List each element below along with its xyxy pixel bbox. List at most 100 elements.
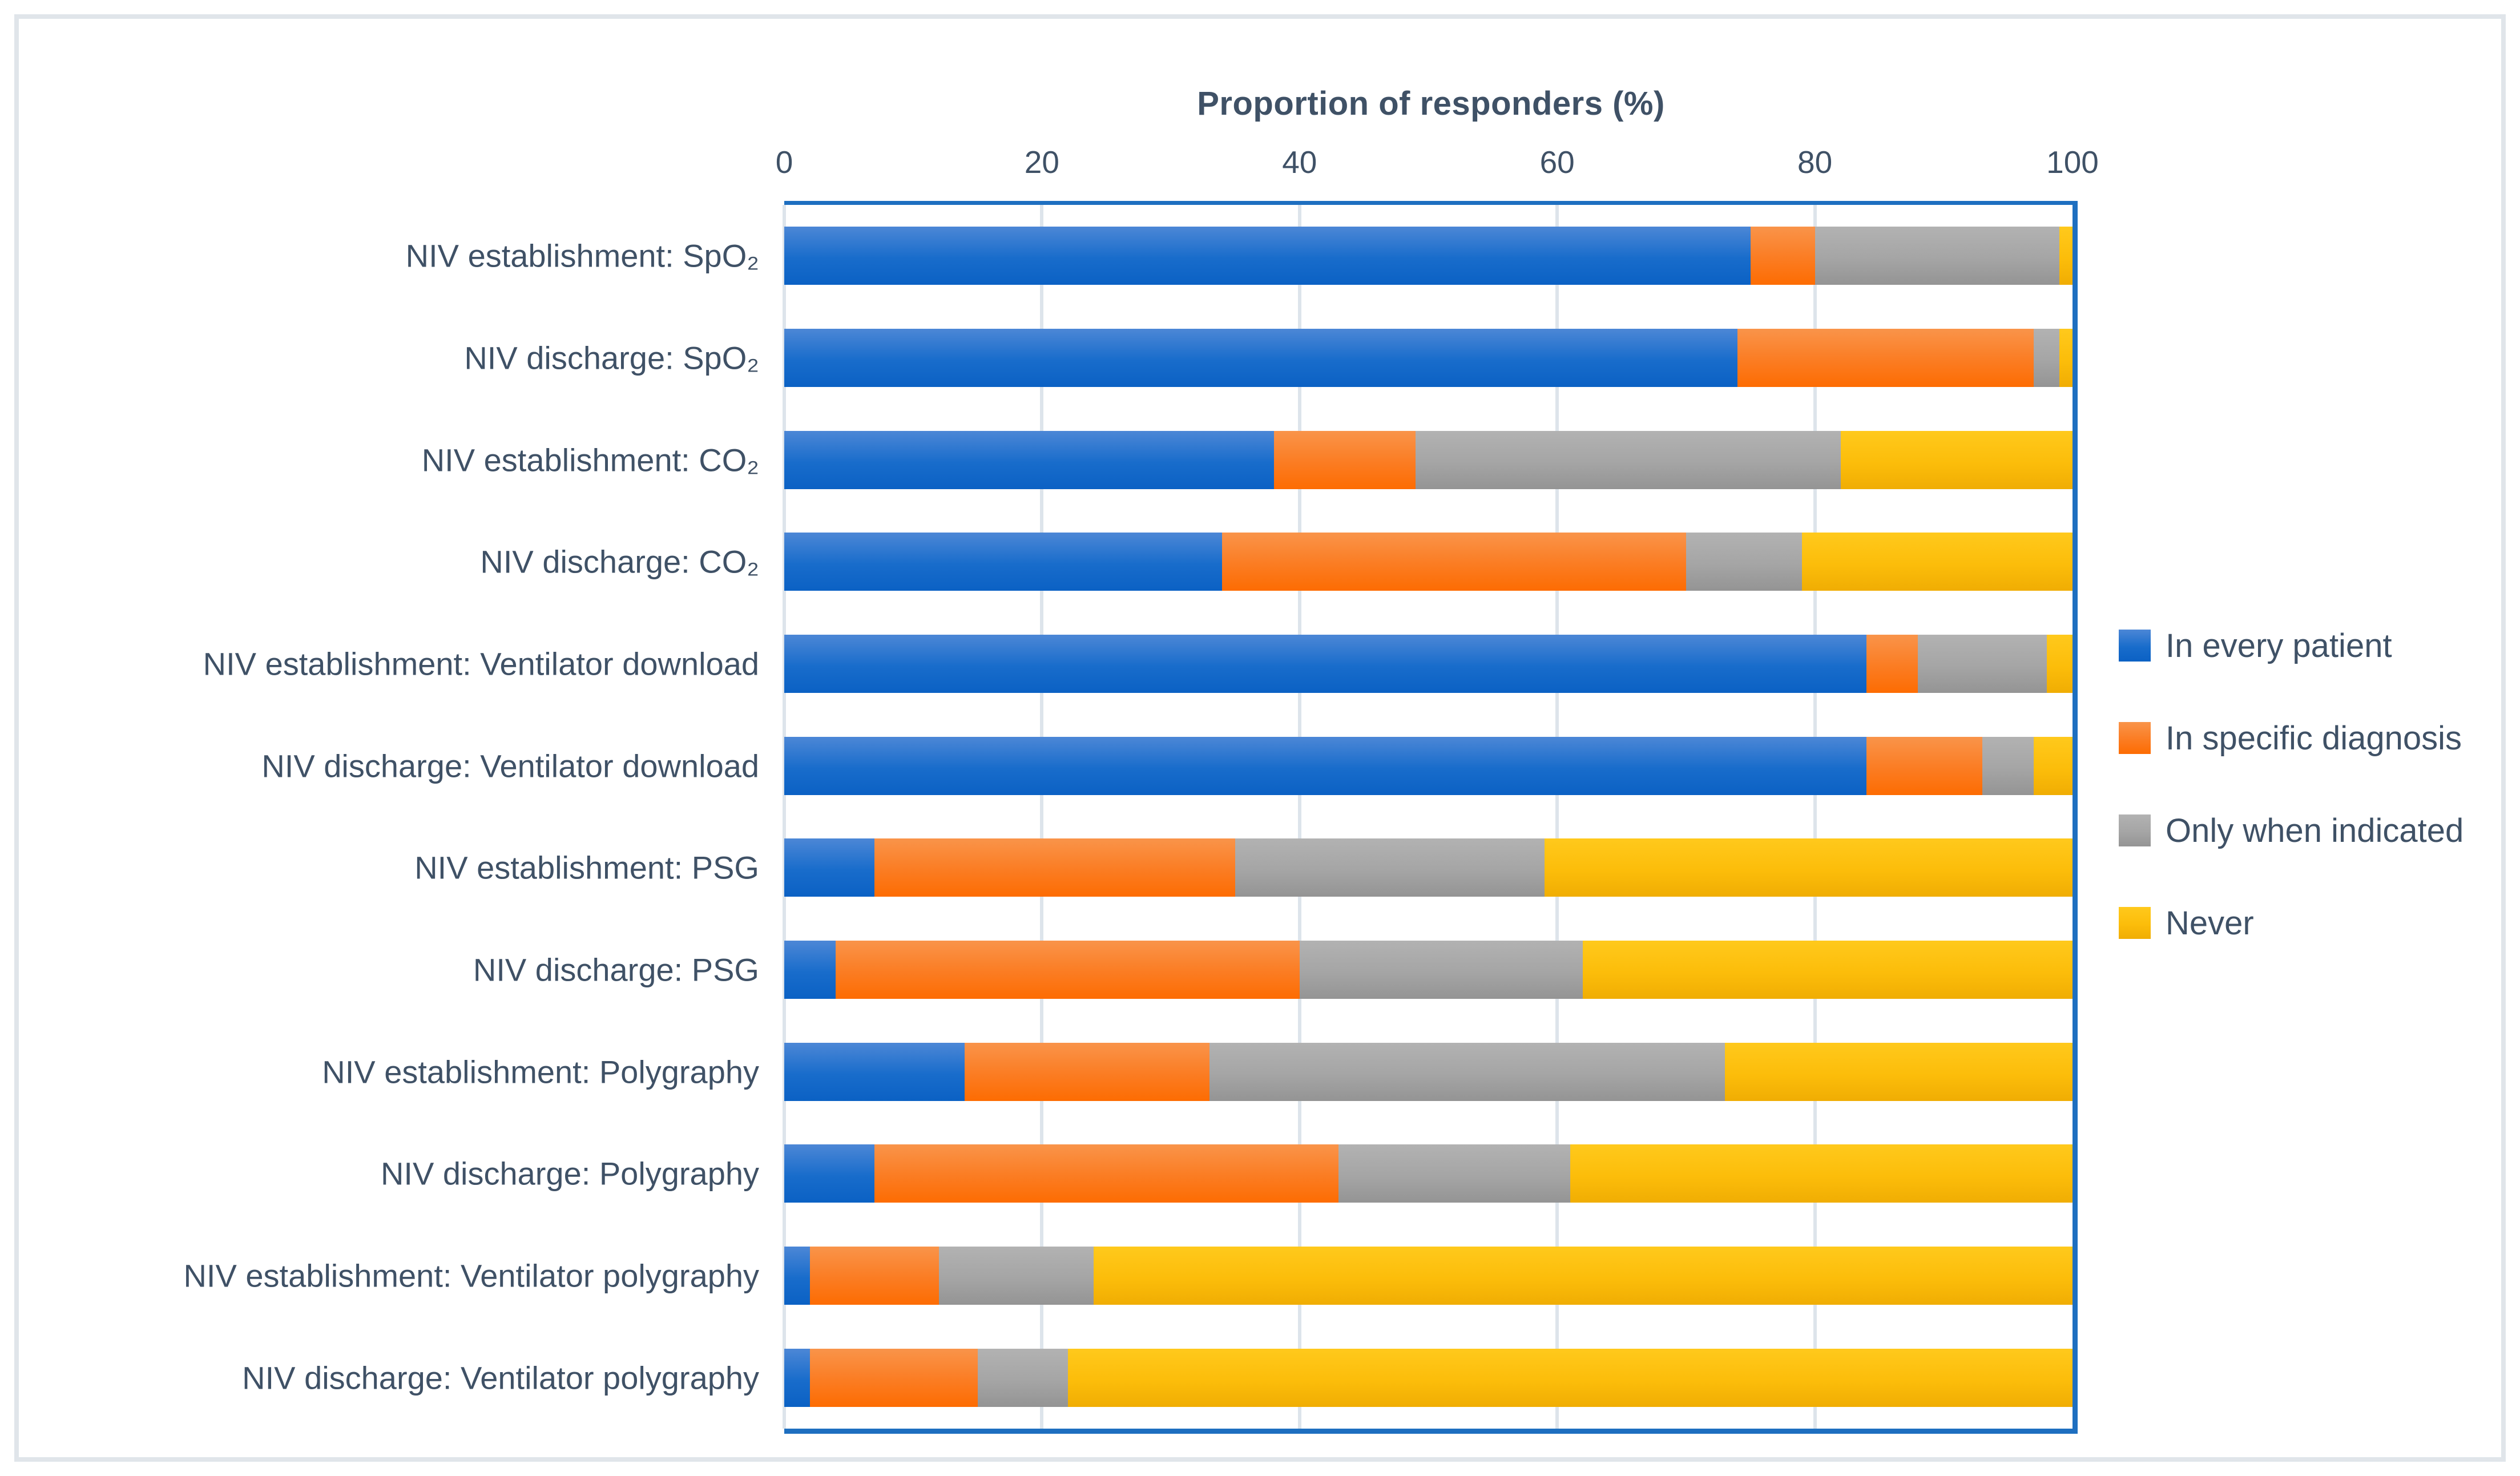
- bar-segment: [1299, 941, 1583, 999]
- bar-segment: [1724, 1042, 2073, 1101]
- category-label: NIV establishment: SpO₂: [405, 237, 759, 274]
- bar-segment: [784, 635, 1866, 693]
- bar-segment: [1802, 533, 2073, 591]
- bar-segment: [874, 1144, 1338, 1203]
- bar-segment: [1067, 1348, 2073, 1407]
- bar-segment: [1982, 736, 2034, 795]
- bar-segment: [784, 1042, 965, 1101]
- legend-swatch: [2119, 814, 2151, 846]
- bar-segment: [2059, 227, 2073, 285]
- bar-segment: [1222, 533, 1686, 591]
- bar-row: [784, 430, 2073, 489]
- bar-row: [784, 736, 2073, 795]
- category-label: NIV discharge: Ventilator download: [261, 748, 759, 784]
- x-tick-label: 20: [1024, 144, 1059, 180]
- category-label: NIV discharge: PSG: [473, 951, 759, 988]
- bar-segment: [784, 533, 1223, 591]
- bar-segment: [784, 941, 836, 999]
- bar-segment: [2034, 329, 2060, 387]
- bar-segment: [2034, 736, 2073, 795]
- bar-segment: [1338, 1144, 1570, 1203]
- bar-segment: [1209, 1042, 1725, 1101]
- x-tick-label: 80: [1797, 144, 1833, 180]
- bar-segment: [938, 1247, 1094, 1305]
- chart-title: Proportion of responders (%): [1197, 85, 1665, 122]
- legend-swatch: [2119, 722, 2151, 754]
- bar-segment: [2059, 329, 2073, 387]
- gridline-0: [783, 205, 786, 1429]
- gridline-20: [1040, 205, 1044, 1429]
- bar-segment: [1235, 838, 1545, 897]
- bar-segment: [977, 1348, 1068, 1407]
- gridline-40: [1297, 205, 1301, 1429]
- category-label: NIV discharge: CO₂: [480, 543, 759, 580]
- category-label: NIV discharge: Ventilator polygraphy: [242, 1360, 759, 1396]
- bar-segment: [1866, 635, 1918, 693]
- bar-row: [784, 227, 2073, 285]
- plot-inner: [783, 205, 2073, 1429]
- gridline-60: [1555, 205, 1559, 1429]
- legend-label: In every patient: [2166, 627, 2392, 664]
- bar-segment: [964, 1042, 1209, 1101]
- bar-segment: [1737, 329, 2034, 387]
- bar-row: [784, 1247, 2073, 1305]
- bar-segment: [810, 1247, 939, 1305]
- bar-segment: [1093, 1247, 2073, 1305]
- plot-area: [783, 201, 2078, 1434]
- bar-segment: [810, 1348, 978, 1407]
- bar-segment: [1544, 838, 2073, 897]
- category-label: NIV establishment: Polygraphy: [322, 1054, 759, 1090]
- gridline-80: [1813, 205, 1817, 1429]
- bar-segment: [784, 1144, 874, 1203]
- legend-label: In specific diagnosis: [2166, 719, 2462, 757]
- x-tick-label: 60: [1539, 144, 1575, 180]
- bar-segment: [1866, 736, 1982, 795]
- category-label: NIV discharge: Polygraphy: [380, 1155, 759, 1192]
- bar-row: [784, 838, 2073, 897]
- category-label: NIV establishment: PSG: [414, 849, 759, 886]
- bar-segment: [784, 838, 874, 897]
- bar-row: [784, 1144, 2073, 1203]
- legend-label: Only when indicated: [2166, 812, 2464, 849]
- bar-segment: [836, 941, 1300, 999]
- bar-row: [784, 635, 2073, 693]
- legend-item: Only when indicated: [2119, 812, 2463, 849]
- category-label: NIV establishment: Ventilator polygraphy: [183, 1257, 759, 1294]
- bar-segment: [1583, 941, 2073, 999]
- x-tick-label: 40: [1282, 144, 1317, 180]
- bar-segment: [1750, 227, 1815, 285]
- legend-item: In every patient: [2119, 627, 2463, 664]
- bar-segment: [1815, 227, 2060, 285]
- bar-segment: [1918, 635, 2047, 693]
- bar-segment: [784, 736, 1866, 795]
- bar-row: [784, 329, 2073, 387]
- bar-segment: [1686, 533, 1803, 591]
- x-tick-label: 0: [775, 144, 793, 180]
- bar-segment: [784, 430, 1274, 489]
- bar-row: [784, 941, 2073, 999]
- legend: In every patient In specific diagnosis Onl…: [2119, 627, 2463, 999]
- bar-row: [784, 1042, 2073, 1101]
- bar-segment: [1415, 430, 1841, 489]
- bar-row: [784, 1348, 2073, 1407]
- category-label: NIV establishment: Ventilator download: [203, 646, 759, 682]
- category-label: NIV discharge: SpO₂: [464, 340, 759, 376]
- bar-row: [784, 533, 2073, 591]
- x-tick-label: 100: [2046, 144, 2099, 180]
- bar-segment: [784, 1247, 811, 1305]
- bar-segment: [874, 838, 1235, 897]
- bar-segment: [1570, 1144, 2073, 1203]
- legend-swatch: [2119, 630, 2151, 662]
- bar-segment: [1840, 430, 2073, 489]
- category-label: NIV establishment: CO₂: [421, 442, 759, 478]
- legend-item: Never: [2119, 904, 2463, 942]
- legend-label: Never: [2166, 904, 2254, 942]
- bar-segment: [784, 1348, 811, 1407]
- legend-swatch: [2119, 907, 2151, 939]
- bar-segment: [784, 329, 1738, 387]
- bar-segment: [1273, 430, 1416, 489]
- legend-item: In specific diagnosis: [2119, 719, 2463, 757]
- bar-segment: [784, 227, 1751, 285]
- bar-segment: [2046, 635, 2073, 693]
